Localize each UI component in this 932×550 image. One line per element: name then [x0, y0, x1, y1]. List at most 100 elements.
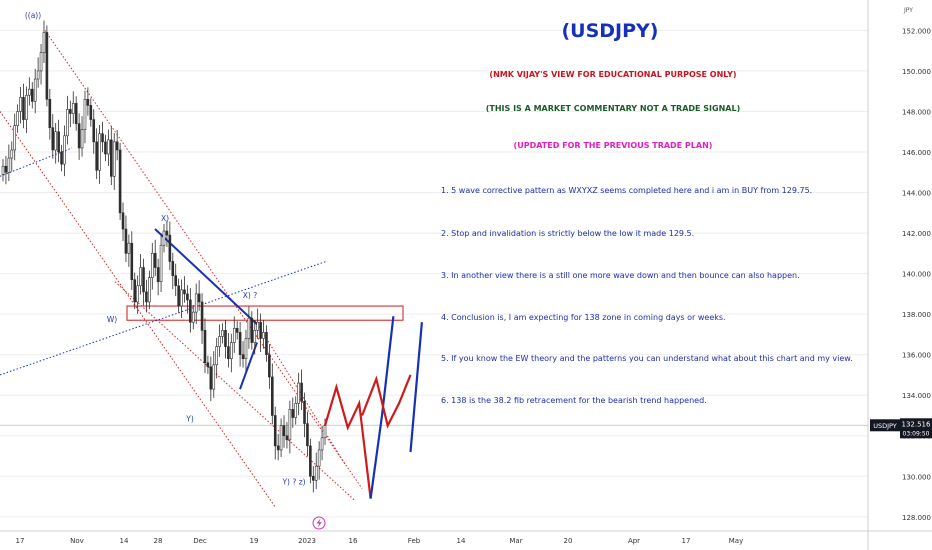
wave-label: Y) — [185, 415, 194, 424]
candle — [148, 270, 151, 310]
candle-body — [162, 230, 166, 246]
x-tick-label: Apr — [628, 537, 640, 545]
candle-body — [51, 127, 55, 151]
candle-body — [48, 99, 52, 128]
candle — [104, 134, 107, 162]
note-point-2: 2. Stop and invalidation is strictly bel… — [441, 229, 695, 238]
candle — [309, 438, 312, 484]
resistance-zone — [126, 305, 404, 321]
candle-body — [265, 332, 268, 355]
candle — [7, 144, 11, 181]
candle — [177, 278, 180, 314]
candle-body — [139, 267, 142, 287]
candle — [71, 91, 75, 124]
candle — [265, 325, 268, 362]
candle-body — [317, 449, 321, 467]
candle-body — [186, 293, 189, 301]
x-tick-label: 16 — [349, 537, 358, 545]
x-tick-label: 14 — [457, 537, 466, 545]
candle — [16, 104, 19, 133]
candle — [221, 323, 224, 344]
candle — [314, 452, 318, 490]
candle-body — [145, 291, 148, 303]
candle — [69, 100, 72, 128]
candle-body — [230, 342, 233, 360]
candle — [121, 202, 125, 241]
candle — [107, 129, 110, 166]
candle-body — [218, 336, 221, 347]
candle-body — [10, 149, 14, 159]
candle-body — [177, 285, 180, 307]
y-tick-label: 130.000 — [902, 473, 931, 481]
candle-body — [13, 125, 17, 151]
candle — [232, 316, 236, 353]
candle — [115, 129, 119, 161]
y-tick-label: 128.000 — [902, 514, 931, 522]
candle — [1, 159, 5, 182]
candle — [51, 114, 55, 159]
lightning-icon — [312, 516, 326, 530]
candle — [215, 337, 218, 379]
candle-body — [101, 133, 104, 143]
candle — [162, 223, 166, 253]
candle-body — [136, 285, 139, 303]
candle — [271, 363, 274, 425]
candle-body — [28, 88, 31, 96]
candle-body — [104, 141, 107, 155]
candle-body — [206, 362, 210, 368]
price-tag — [900, 418, 932, 439]
candle — [150, 243, 154, 290]
event-marker-bolt — [316, 518, 322, 528]
candle-body — [110, 139, 113, 177]
candle-body — [22, 96, 25, 120]
candle-body — [227, 346, 230, 360]
candle-body — [191, 311, 195, 323]
candle — [206, 355, 210, 374]
price-tag-value: 132.516 — [902, 420, 931, 428]
candle — [197, 280, 201, 311]
candle — [174, 263, 178, 297]
candle — [291, 397, 295, 428]
candle-body — [235, 328, 239, 333]
candle-body — [74, 103, 78, 124]
candle — [10, 141, 14, 172]
candle-body — [7, 157, 11, 173]
forecast-path — [361, 374, 412, 429]
candle-body — [66, 109, 69, 137]
candle-series — [1, 20, 327, 493]
candle-body — [244, 338, 248, 360]
candle-body — [300, 382, 303, 402]
candle — [241, 341, 245, 368]
candle-body — [279, 425, 283, 451]
y-tick-label: 140.000 — [902, 271, 931, 279]
candle — [297, 372, 300, 416]
disclaimer-commentary: (THIS IS A MARKET COMMENTARY NOT A TRADE… — [485, 104, 741, 113]
candle-body — [232, 328, 236, 343]
disclaimer-educational: (NMK VIJAY'S VIEW FOR EDUCATIONAL PURPOS… — [489, 70, 737, 79]
candle-body — [259, 321, 262, 339]
candle — [262, 320, 265, 349]
candle — [303, 392, 306, 438]
candle — [86, 87, 90, 116]
candle-body — [45, 32, 49, 100]
candle-body — [294, 403, 298, 418]
candle-body — [241, 354, 245, 360]
note-point-1: 1. 5 wave corrective pattern as WXYXZ se… — [441, 186, 813, 195]
candle — [118, 142, 122, 220]
price-axis: JPY128.000130.000132.000134.000136.00013… — [870, 7, 932, 522]
candle — [203, 318, 207, 374]
candle — [180, 279, 183, 318]
candle-body — [306, 423, 309, 447]
wave-label: X) — [161, 214, 169, 223]
x-tick-label: May — [729, 537, 743, 545]
candle-body — [271, 376, 274, 416]
price-tag-countdown: 03:09:50 — [903, 430, 930, 437]
y-tick-label: 146.000 — [902, 149, 931, 157]
y-tick-label: 152.000 — [902, 27, 931, 35]
candle-body — [288, 409, 292, 441]
x-tick-label: Nov — [70, 537, 84, 545]
candle — [168, 221, 172, 271]
candle-body — [183, 289, 186, 295]
y-tick-label: 134.000 — [902, 392, 931, 400]
candle-body — [253, 330, 257, 343]
